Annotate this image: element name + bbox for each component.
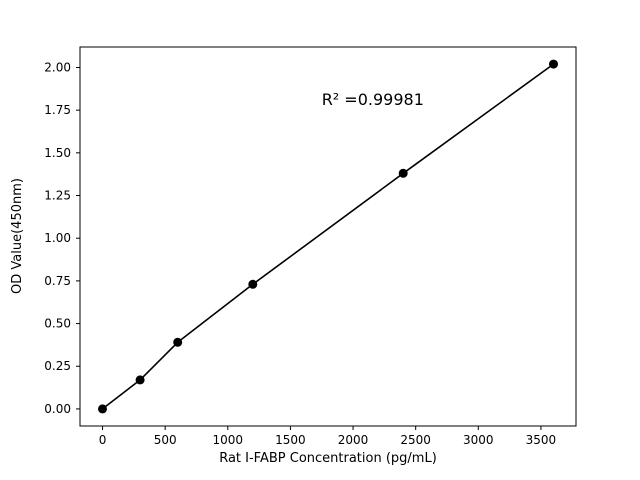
y-tick-label: 2.00 <box>44 60 71 74</box>
plot-border <box>79 46 577 427</box>
y-axis-label: OD Value(450nm) <box>10 178 25 294</box>
data-point <box>549 59 558 69</box>
data-point <box>248 279 258 289</box>
x-tick-label: 2000 <box>338 433 369 447</box>
y-tick-label: 1.00 <box>44 231 71 245</box>
y-tick-label: 1.75 <box>44 103 71 117</box>
x-tick-label: 500 <box>154 433 177 447</box>
y-tick-label: 0.25 <box>44 359 71 373</box>
data-point <box>98 404 107 414</box>
data-point <box>173 337 183 347</box>
x-tick-label: 2500 <box>400 433 431 447</box>
y-tick-label: 1.50 <box>44 146 71 160</box>
fit-line <box>101 63 555 410</box>
x-tick-label: 0 <box>99 433 107 447</box>
x-tick-label: 3000 <box>463 433 494 447</box>
x-tick-label: 1000 <box>213 433 244 447</box>
x-tick-label: 3500 <box>526 433 557 447</box>
r-squared-annotation: R² =0.99981 <box>322 90 424 109</box>
y-tick-label: 0.75 <box>44 274 71 288</box>
data-point <box>135 375 145 385</box>
x-tick-label: 1500 <box>275 433 306 447</box>
y-tick-label: 0.50 <box>44 317 71 331</box>
data-point <box>398 168 408 178</box>
y-tick-label: 0.00 <box>44 402 71 416</box>
axes-layer: 0 500 1000 1500 2000 2500 3000 3500 0.00 0.25 0.50… <box>44 46 577 447</box>
x-axis-label: Rat I-FABP Concentration (pg/mL) <box>219 451 437 466</box>
y-tick-label: 1.25 <box>44 189 71 203</box>
